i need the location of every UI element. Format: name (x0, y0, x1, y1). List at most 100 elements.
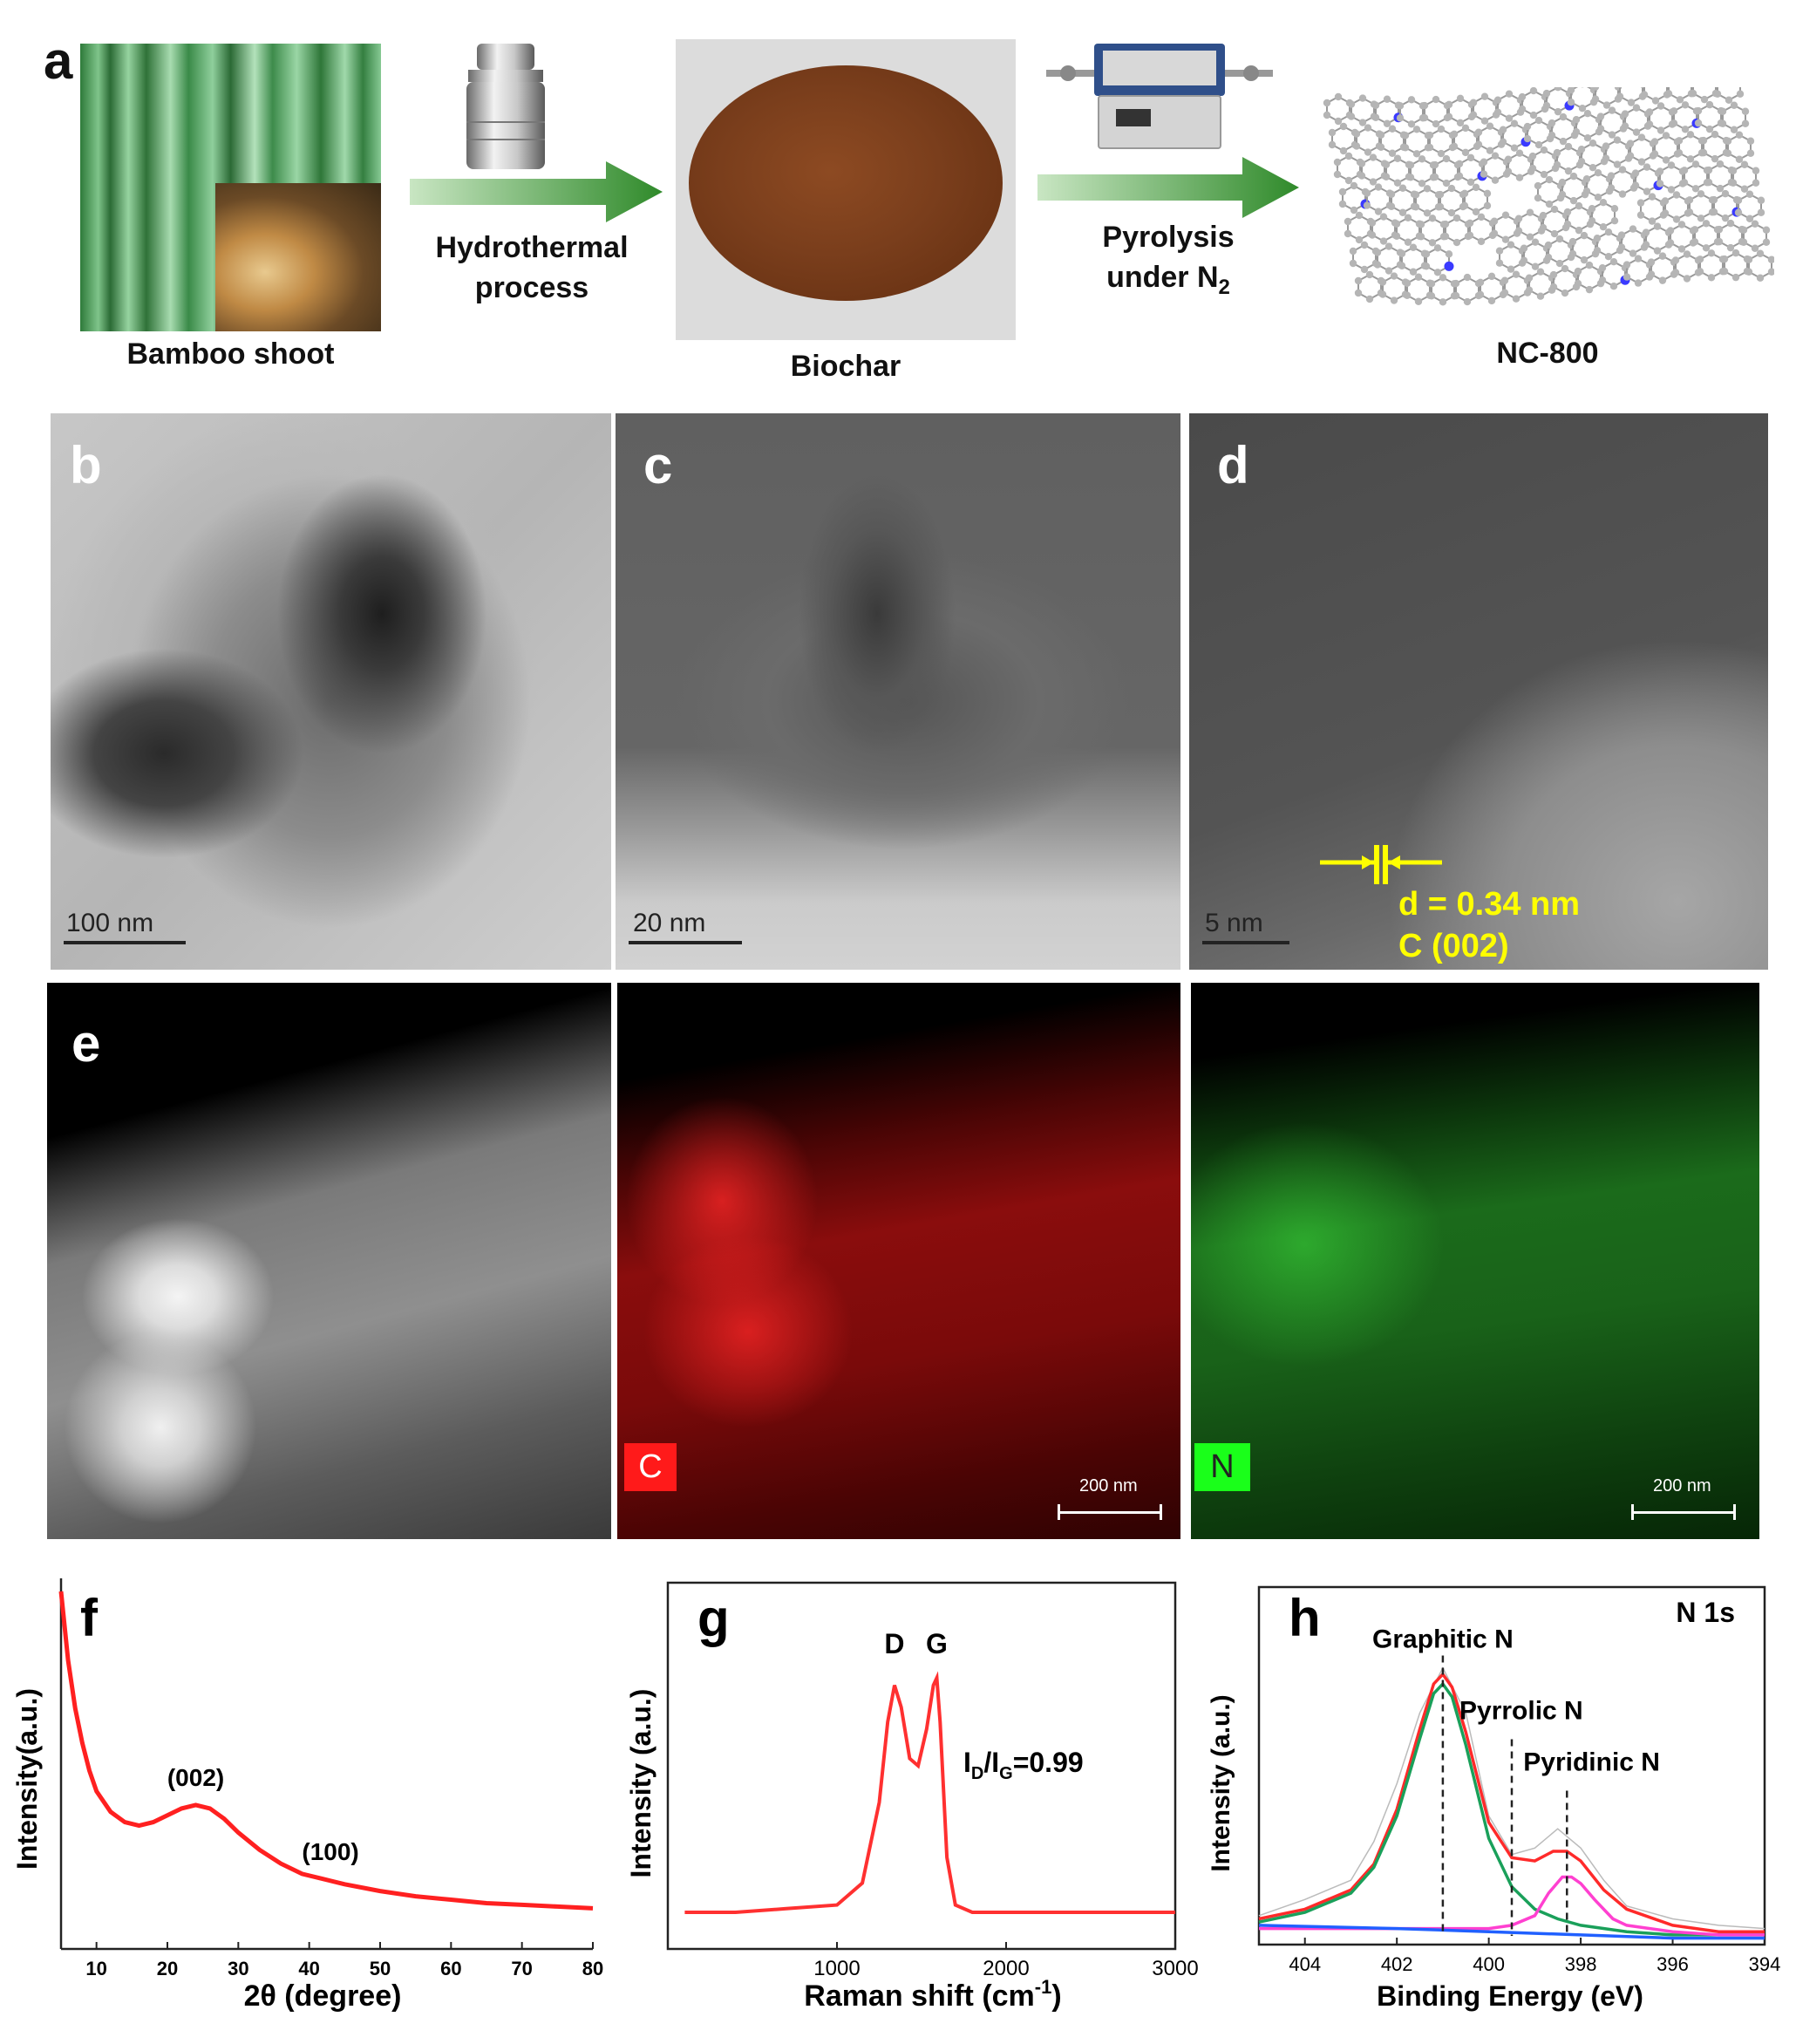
carbon-atom (1627, 140, 1634, 146)
carbon-atom (1385, 267, 1392, 274)
carbon-atom (1389, 150, 1396, 157)
carbon-atom (1609, 131, 1616, 138)
carbon-atom (1550, 271, 1557, 278)
scale-bar-c-map (1058, 1511, 1162, 1514)
carbon-map: C 200 nm (617, 983, 1180, 1539)
x-tick-label: 404 (1289, 1953, 1321, 1975)
xps-peak-label: Graphitic N (1372, 1625, 1514, 1653)
carbon-atom (1752, 221, 1759, 228)
panel-label-b: b (70, 439, 102, 492)
carbon-atom (1358, 172, 1365, 179)
arrow-1-icon (410, 161, 663, 222)
carbon-atom (1505, 156, 1512, 163)
carbon-atom (1691, 238, 1698, 245)
carbon-atom (1421, 114, 1428, 121)
tem-image-b: b 100 nm (51, 413, 611, 970)
carbon-atom (1344, 218, 1351, 225)
carbon-atom (1355, 290, 1362, 296)
carbon-atom (1398, 250, 1405, 257)
carbon-atom (1721, 256, 1728, 262)
carbon-atom (1586, 262, 1593, 269)
carbon-atom (1426, 144, 1433, 151)
carbon-atom (1651, 138, 1658, 145)
haadf-image-e: e (47, 983, 611, 1539)
carbon-atom (1618, 231, 1625, 238)
carbon-atom (1584, 134, 1591, 141)
graphene-ring (1529, 272, 1552, 296)
carbon-atom (1559, 179, 1566, 186)
carbon-atom (1643, 241, 1650, 248)
carbon-atom (1722, 190, 1729, 197)
carbon-atom (1637, 211, 1644, 218)
carbon-atom (1622, 122, 1629, 129)
carbon-atom (1550, 283, 1557, 290)
carbon-atom (1356, 236, 1363, 243)
carbon-atom (1711, 131, 1718, 138)
carbon-atom (1361, 266, 1368, 273)
carbon-atom (1736, 132, 1743, 139)
carbon-atom (1466, 220, 1473, 227)
x-tick-label: 70 (511, 1958, 532, 1979)
bamboo-photo (80, 44, 381, 331)
carbon-atom (1507, 242, 1514, 249)
carbon-atom (1383, 161, 1390, 168)
carbon-atom (1632, 169, 1639, 176)
carbon-atom (1618, 243, 1625, 250)
carbon-atom (1429, 239, 1436, 246)
plot-frame (668, 1583, 1175, 1949)
carbon-atom (1663, 132, 1670, 139)
carbon-atom (1515, 215, 1522, 222)
carbon-atom (1687, 131, 1694, 138)
carbon-atom (1757, 250, 1764, 257)
panel-label-g: g (697, 1589, 730, 1647)
carbon-atom (1364, 124, 1371, 131)
carbon-atom (1682, 126, 1689, 133)
carbon-atom (1662, 209, 1669, 216)
carbon-atom (1614, 160, 1621, 167)
carbon-atom (1537, 293, 1544, 300)
carbon-atom (1526, 287, 1533, 294)
carbon-atom (1434, 269, 1441, 276)
carbon-atom (1600, 223, 1607, 230)
carbon-atom (1501, 277, 1508, 284)
raman-y-axis-label: Intensity (a.u.) (625, 1689, 656, 1878)
carbon-atom (1745, 269, 1752, 276)
carbon-atom (1374, 261, 1381, 268)
carbon-atom (1546, 201, 1553, 208)
carbon-atom (1388, 203, 1395, 210)
carbon-atom (1697, 256, 1704, 262)
carbon-atom (1556, 260, 1563, 267)
carbon-atom (1565, 167, 1572, 174)
carbon-atom (1619, 190, 1626, 197)
carbon-atom (1397, 102, 1404, 109)
graphene-ring (1378, 247, 1400, 271)
carbon-atom (1513, 296, 1520, 303)
carbon-atom (1623, 273, 1630, 280)
carbon-atom (1413, 150, 1420, 157)
carbon-atom (1578, 146, 1585, 153)
carbon-atom (1711, 208, 1718, 215)
carbon-atom (1391, 296, 1398, 303)
carbon-atom (1415, 298, 1422, 305)
scale-label-b: 100 nm (66, 909, 153, 938)
carbon-atom (1735, 209, 1742, 216)
carbon-atom (1370, 178, 1377, 185)
graphene-ring (1622, 229, 1644, 254)
carbon-atom (1646, 120, 1653, 127)
carbon-atom (1589, 217, 1595, 224)
carbon-atom (1350, 260, 1357, 267)
carbon-atom (1378, 132, 1384, 139)
raman-peak-label: G (926, 1628, 948, 1659)
carbon-atom (1506, 91, 1513, 98)
carbon-atom (1348, 112, 1355, 119)
carbon-atom (1494, 109, 1501, 116)
carbon-atom (1632, 181, 1639, 188)
carbon-atom (1605, 228, 1612, 235)
carbon-atom (1537, 269, 1544, 276)
carbon-atom (1623, 261, 1630, 268)
carbon-atom (1500, 126, 1507, 133)
carbon-atom (1532, 239, 1539, 246)
x-tick-label: 50 (370, 1958, 391, 1979)
carbon-atom (1364, 201, 1371, 208)
